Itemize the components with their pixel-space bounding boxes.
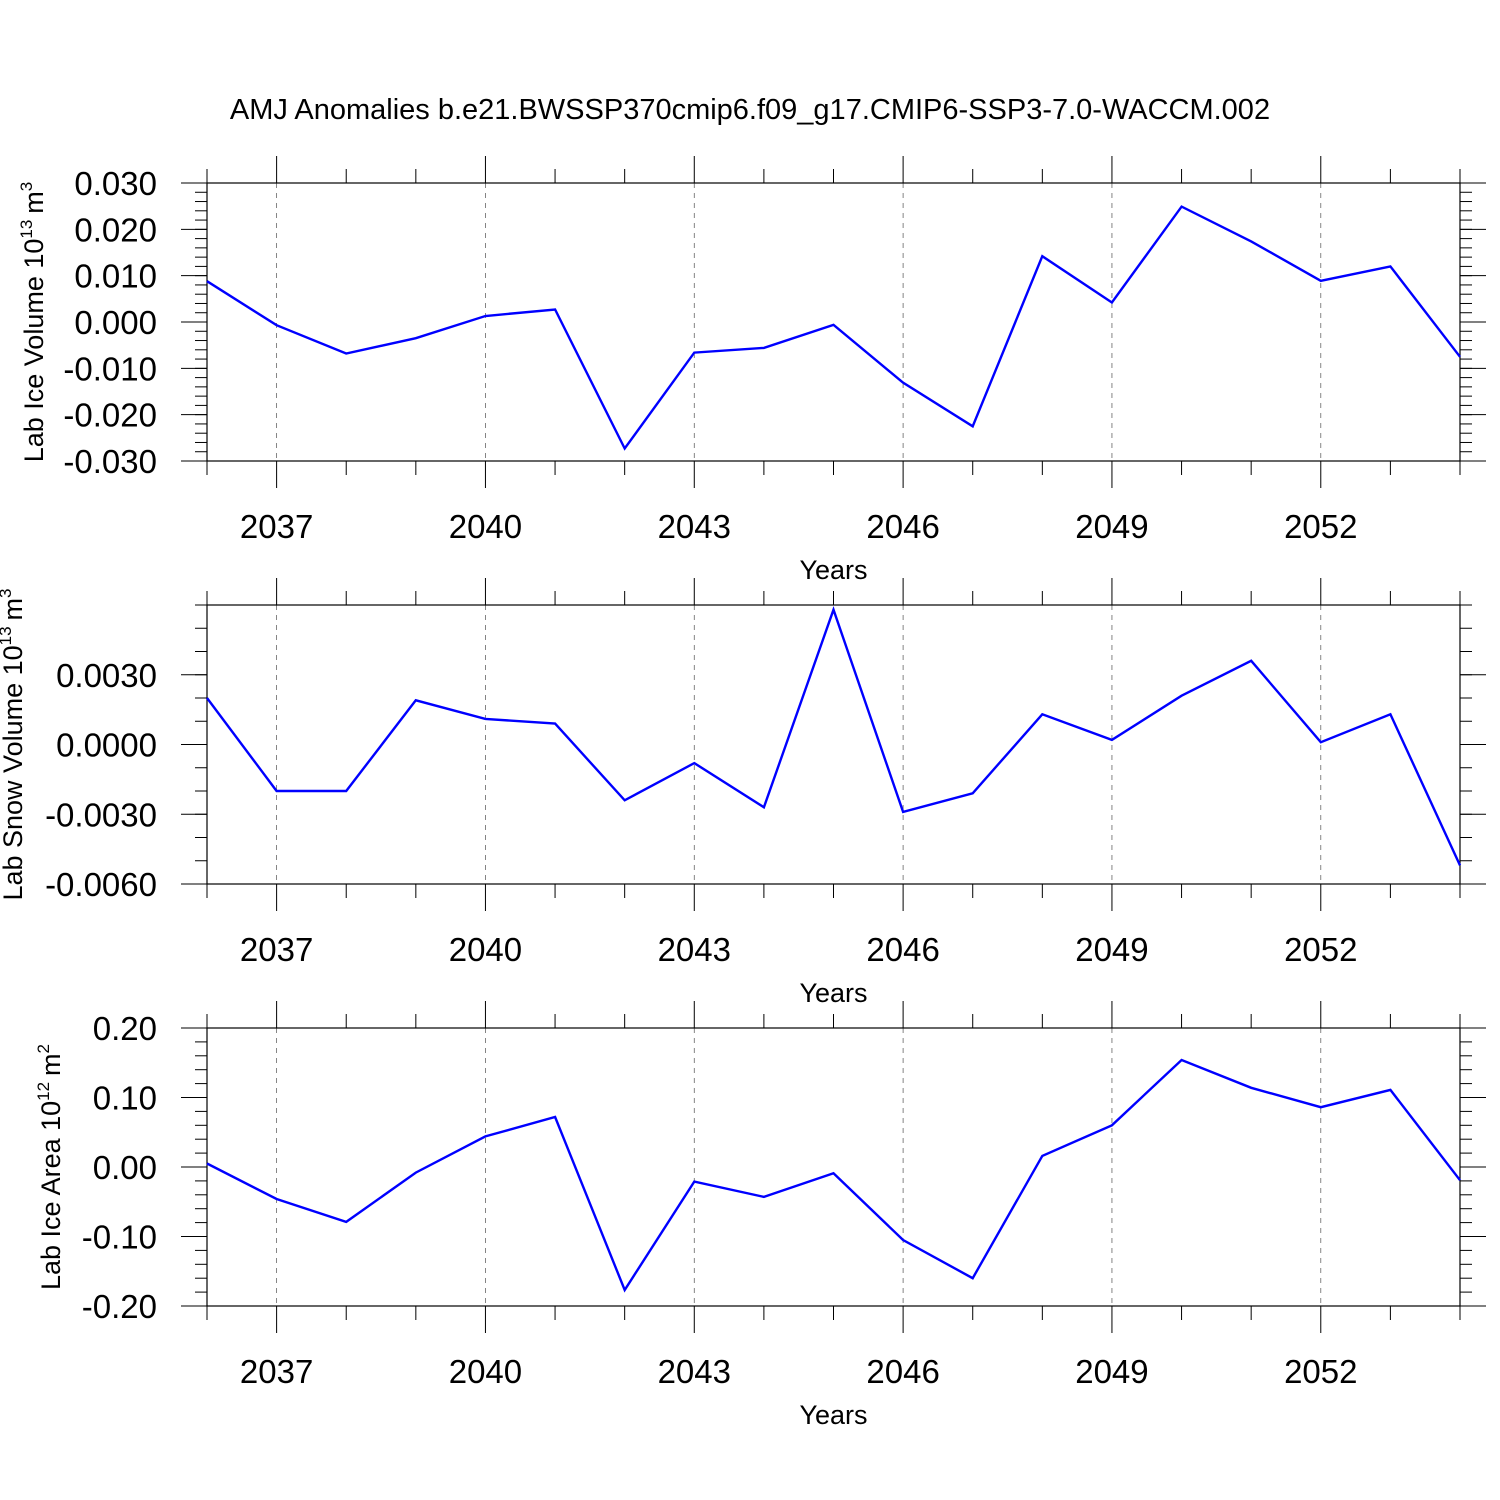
- y-tick-label: 0.030: [74, 165, 157, 202]
- y-tick-label: 0.0000: [56, 727, 157, 764]
- y-tick-label: -0.0060: [45, 866, 157, 903]
- y-tick-label: -0.10: [82, 1219, 157, 1256]
- plot-frame: [206, 1027, 1461, 1307]
- x-tick-label: 2040: [449, 931, 522, 968]
- x-axis-title: Years: [799, 978, 867, 1008]
- y-tick-label: 0.10: [93, 1080, 157, 1117]
- y-tick-label: 0.010: [74, 258, 157, 295]
- y-tick-label: 0.00: [93, 1149, 157, 1186]
- y-tick-label: -0.0030: [45, 796, 157, 833]
- y-tick-label: 0.000: [74, 304, 157, 341]
- plot-frame: [206, 182, 1461, 462]
- x-tick-label: 2046: [866, 1353, 939, 1390]
- x-tick-label: 2052: [1284, 508, 1357, 545]
- x-axis-title: Years: [799, 1400, 867, 1430]
- x-tick-label: 2043: [658, 1353, 731, 1390]
- series-line: [206, 606, 1462, 866]
- y-tick-label: 0.0030: [56, 657, 157, 694]
- panel-lab-snow-volume: -0.0060 -0.0030 0.0000 0.0030 2037 2040 2043 20…: [0, 578, 1486, 1008]
- y-tick-label: 0.20: [93, 1010, 157, 1047]
- y-tick-label: -0.030: [63, 443, 157, 480]
- x-tick-label: 2040: [449, 1353, 522, 1390]
- x-tick-label: 2046: [866, 508, 939, 545]
- series-line: [206, 1058, 1461, 1293]
- y-tick-label: -0.20: [82, 1288, 157, 1325]
- x-tick-label: 2052: [1284, 1353, 1357, 1390]
- y-axis-title: Lab Ice Volume 1013m3: [17, 182, 49, 463]
- x-tick-label: 2052: [1284, 931, 1357, 968]
- x-tick-label: 2049: [1075, 1353, 1148, 1390]
- y-tick-label: 0.020: [74, 211, 157, 248]
- x-tick-label: 2046: [866, 931, 939, 968]
- panel-lab-ice-area: -0.20 -0.10 0.00 0.10 0.20 2037 2040 2043 2046 20…: [34, 1001, 1486, 1430]
- x-tick-label: 2049: [1075, 931, 1148, 968]
- series-line: [206, 205, 1461, 451]
- x-tick-label: 2037: [240, 931, 313, 968]
- x-tick-label: 2040: [449, 508, 522, 545]
- panel-lab-ice-volume: -0.030 -0.020 -0.010 0.000 0.010 0.020 0.030 20…: [17, 156, 1486, 585]
- x-tick-label: 2037: [240, 508, 313, 545]
- y-axis-title: Lab Snow Volume 1013m3: [0, 588, 28, 900]
- figure-title: AMJ Anomalies b.e21.BWSSP370cmip6.f09_g1…: [230, 94, 1270, 126]
- y-tick-label: -0.020: [63, 397, 157, 434]
- x-tick-label: 2043: [658, 931, 731, 968]
- x-tick-label: 2043: [658, 508, 731, 545]
- x-tick-label: 2037: [240, 1353, 313, 1390]
- plot-frame: [206, 604, 1461, 885]
- x-tick-label: 2049: [1075, 508, 1148, 545]
- y-axis-title: Lab Ice Area 1012m2: [34, 1044, 66, 1290]
- y-tick-label: -0.010: [63, 350, 157, 387]
- x-axis-title: Years: [799, 555, 867, 585]
